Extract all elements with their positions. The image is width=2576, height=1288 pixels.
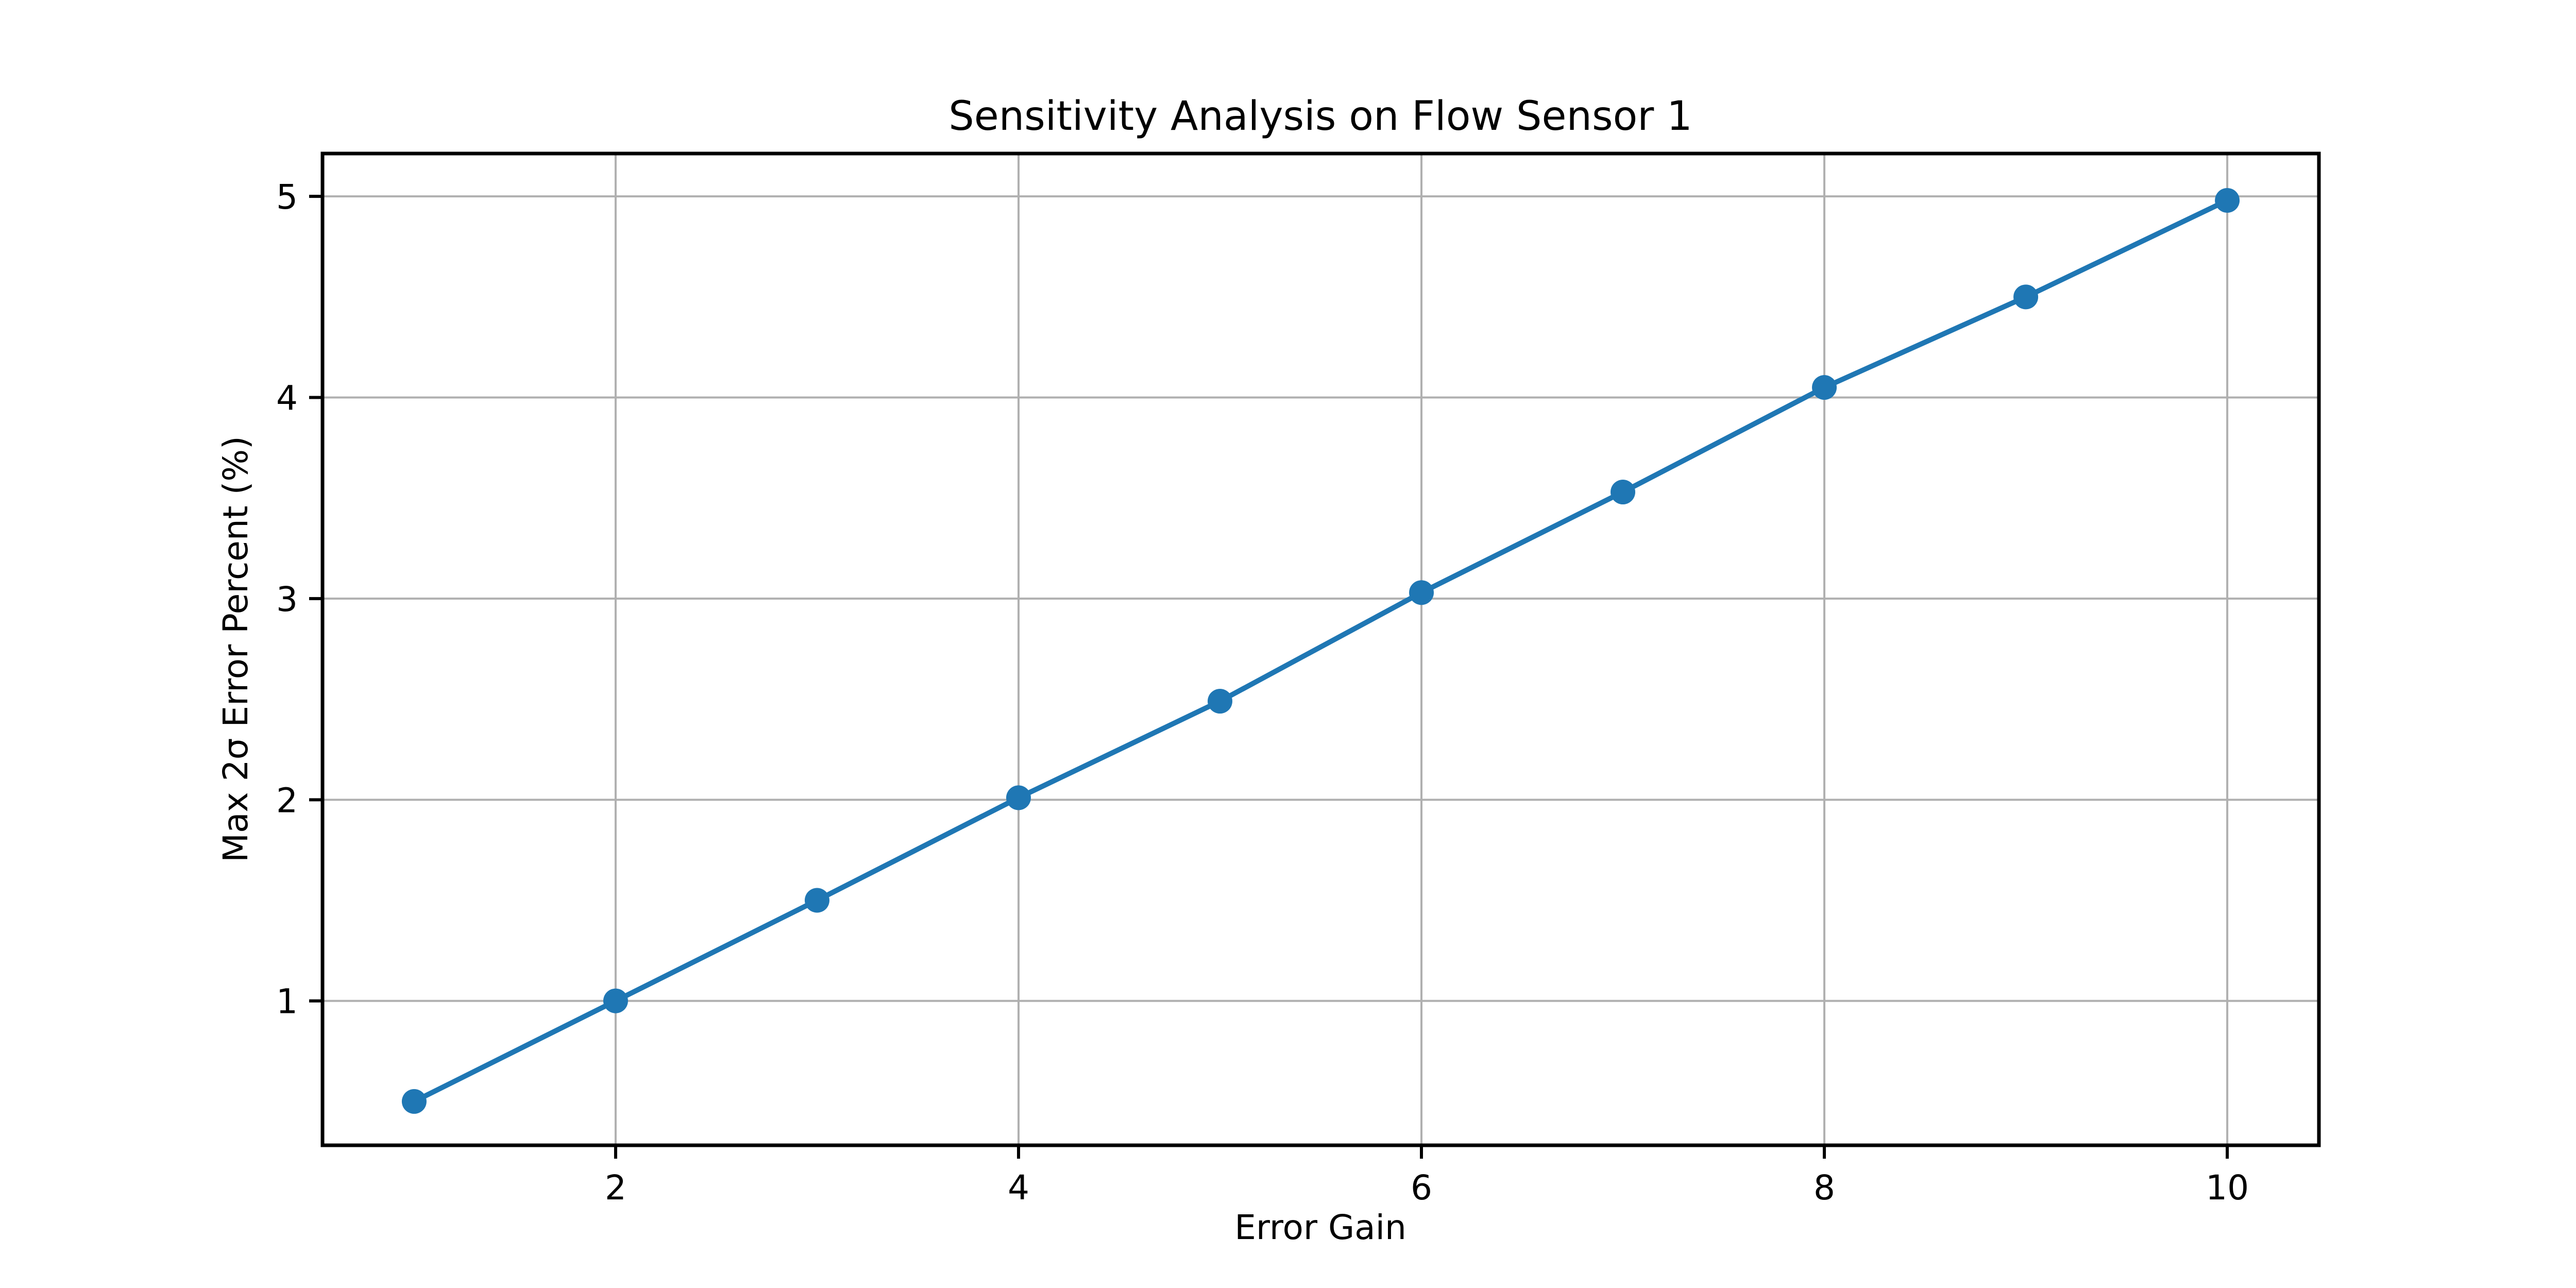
y-axis-label: Max 2σ Error Percent (%)	[216, 436, 256, 862]
x-tick-label: 6	[1411, 1168, 1432, 1208]
x-tick-label: 10	[2206, 1168, 2249, 1208]
x-tick-labels: 2 4 6 8 10	[605, 1168, 2249, 1208]
data-points	[401, 188, 2240, 1114]
x-tick-label: 4	[1008, 1168, 1029, 1208]
data-point	[1812, 375, 1837, 400]
axis-ticks	[309, 195, 2229, 1159]
data-point	[1611, 480, 1636, 505]
data-point	[603, 988, 628, 1013]
x-axis-label: Error Gain	[1234, 1208, 1406, 1247]
data-line	[413, 198, 2229, 1104]
data-point	[401, 1089, 427, 1114]
data-point	[1207, 689, 1232, 714]
y-tick-label: 2	[276, 781, 298, 820]
data-point	[804, 888, 829, 913]
plot-border	[320, 151, 2321, 1147]
y-tick-label: 3	[276, 580, 298, 619]
data-point	[2215, 188, 2240, 213]
chart-title: Sensitivity Analysis on Flow Sensor 1	[948, 93, 1692, 140]
data-point	[2013, 284, 2039, 310]
y-tick-label: 4	[276, 379, 298, 418]
y-tick-label: 5	[276, 177, 298, 217]
y-tick-label: 1	[276, 982, 298, 1022]
x-tick-label: 8	[1814, 1168, 1835, 1208]
data-point	[1409, 580, 1434, 605]
data-point	[1006, 785, 1031, 810]
x-tick-label: 2	[605, 1168, 626, 1208]
y-tick-labels: 1 2 3 4 5	[276, 177, 298, 1022]
gridlines	[323, 154, 2319, 1145]
